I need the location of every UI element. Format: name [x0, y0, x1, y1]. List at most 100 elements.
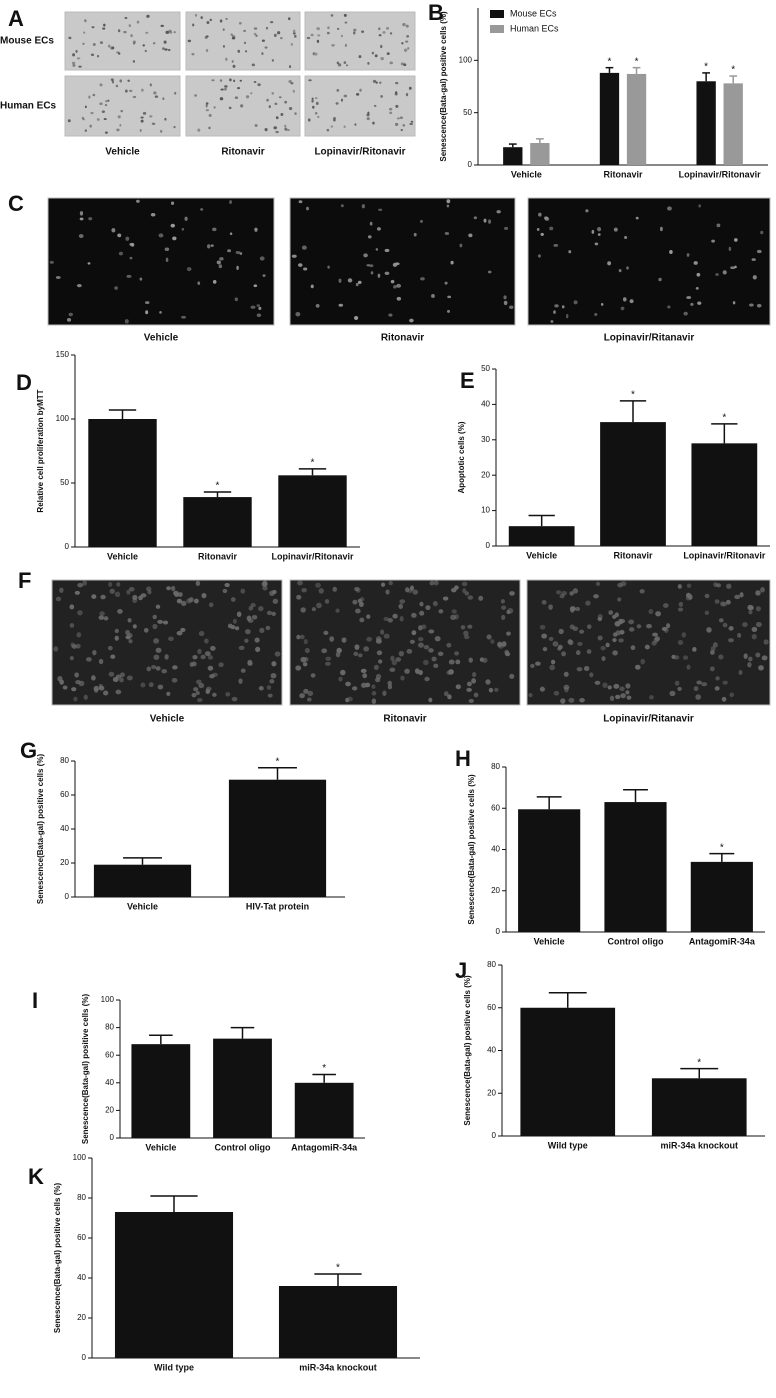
cell [542, 646, 548, 652]
cell [294, 112, 297, 115]
cell [307, 690, 314, 697]
cell [405, 24, 409, 28]
cell [114, 286, 118, 290]
y-tick-label: 0 [65, 542, 70, 551]
cell [619, 629, 625, 635]
cell [148, 682, 154, 688]
cell [486, 634, 492, 640]
cell [569, 591, 574, 596]
x-tick-label: Wild type [154, 1362, 194, 1372]
error-bar [230, 1026, 255, 1039]
cell [172, 236, 177, 241]
cell [96, 118, 100, 121]
cell [550, 659, 556, 665]
cell [103, 616, 109, 621]
cell [298, 200, 303, 204]
cell [485, 679, 491, 685]
cell [248, 606, 254, 611]
x-tick-label: Vehicle [145, 1142, 176, 1152]
cell [123, 30, 127, 34]
cell [463, 635, 470, 640]
cell [506, 610, 511, 615]
cell [145, 31, 149, 34]
cell [536, 228, 540, 231]
cell [262, 585, 268, 591]
cell [669, 690, 676, 697]
cell [93, 685, 99, 692]
x-tick-label: AntagomiR-34a [291, 1142, 358, 1152]
cell [116, 128, 120, 132]
cell [310, 673, 316, 678]
cell [287, 17, 291, 21]
cell [99, 83, 103, 87]
cell [119, 79, 123, 83]
cell [198, 630, 205, 637]
cell [722, 270, 727, 275]
cell [101, 110, 105, 113]
cell [575, 606, 581, 612]
bar [691, 443, 758, 546]
y-tick-label: 20 [491, 886, 500, 895]
cell [478, 595, 484, 601]
bar [131, 1044, 191, 1138]
cell [161, 668, 167, 674]
y-axis-label: Senescence(Bata-gal) positive cells (%) [463, 975, 472, 1126]
micrograph-bg [64, 11, 181, 71]
cell [345, 64, 349, 67]
cell [451, 609, 457, 614]
panel-letter: J [455, 958, 467, 983]
cell [88, 217, 93, 221]
cell [98, 683, 103, 689]
bar [503, 147, 523, 165]
cell [387, 684, 393, 690]
cell [302, 662, 308, 667]
panel-letter: H [455, 746, 471, 771]
cell [296, 634, 301, 640]
cell [75, 680, 81, 685]
cell [548, 604, 553, 610]
cell [743, 653, 748, 659]
significance-star: * [722, 413, 726, 424]
cell [150, 212, 156, 217]
cell [71, 61, 76, 65]
cell [308, 79, 312, 82]
cell [472, 671, 477, 678]
cell [164, 247, 170, 252]
y-tick-label: 50 [481, 364, 490, 373]
cell [195, 690, 200, 696]
panel-letter: B [428, 0, 444, 25]
error-bar [711, 423, 738, 444]
cell [393, 285, 397, 289]
cell [548, 636, 554, 641]
cell [380, 94, 383, 98]
cell [55, 276, 61, 279]
cell [205, 108, 210, 112]
significance-star: * [635, 56, 639, 67]
cell [70, 642, 75, 648]
cell [338, 303, 344, 307]
cell [500, 599, 505, 604]
cell [335, 102, 339, 105]
cell [559, 593, 565, 599]
y-axis-label: Senescence(Bata-gal) positive cells (%) [439, 11, 448, 162]
cell [261, 581, 268, 587]
cell [332, 586, 338, 592]
cell [756, 249, 762, 254]
cell [686, 296, 692, 299]
cell [375, 81, 378, 84]
cell [303, 639, 308, 645]
cell [117, 52, 121, 55]
significance-star: * [731, 65, 735, 76]
cell [755, 652, 761, 658]
x-tick-label: miR-34a knockout [299, 1362, 377, 1372]
cell [114, 591, 121, 598]
cell [437, 651, 444, 656]
cell [132, 40, 136, 44]
cell [338, 676, 343, 682]
cell [275, 116, 279, 120]
cell [227, 249, 232, 253]
cell [253, 27, 258, 30]
cell [538, 212, 542, 217]
cell [447, 694, 452, 700]
cell [210, 645, 216, 651]
